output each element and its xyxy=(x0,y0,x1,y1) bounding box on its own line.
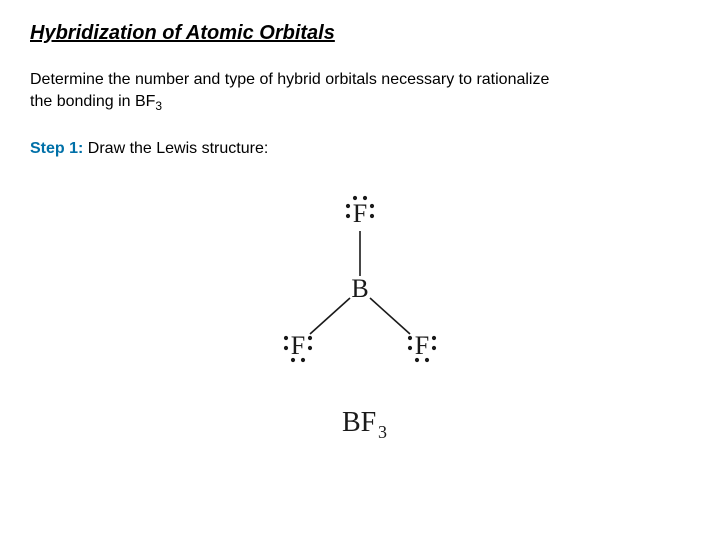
formula-main: BF xyxy=(342,407,376,438)
slide-title: Hybridization of Atomic Orbitals xyxy=(30,22,690,45)
atom-fluorine-top: F xyxy=(353,199,367,228)
lewis-structure: B F F F BF 3 xyxy=(250,176,470,456)
prompt-line2-prefix: the bonding in BF xyxy=(30,93,155,110)
lewis-diagram-container: B F F F BF 3 xyxy=(30,176,690,456)
electron-dot xyxy=(284,346,288,350)
electron-dot xyxy=(432,346,436,350)
bond-line xyxy=(370,298,410,334)
step-label: Step 1: xyxy=(30,140,83,157)
electron-dot xyxy=(346,204,350,208)
step-text: Draw the Lewis structure: xyxy=(83,140,268,157)
electron-dot xyxy=(284,336,288,340)
electron-dot xyxy=(370,204,374,208)
electron-dot xyxy=(308,336,312,340)
slide: Hybridization of Atomic Orbitals Determi… xyxy=(0,0,720,478)
electron-dot xyxy=(408,346,412,350)
formula-subscript: 3 xyxy=(378,422,387,442)
prompt-line1: Determine the number and type of hybrid … xyxy=(30,71,549,88)
bond-line xyxy=(310,298,350,334)
prompt-subscript: 3 xyxy=(155,99,162,113)
electron-dot xyxy=(370,214,374,218)
prompt-text: Determine the number and type of hybrid … xyxy=(30,69,650,114)
electron-dot xyxy=(346,214,350,218)
step-line: Step 1: Draw the Lewis structure: xyxy=(30,140,690,158)
atom-boron: B xyxy=(351,274,368,303)
atom-fluorine-right: F xyxy=(415,331,429,360)
electron-dot xyxy=(308,346,312,350)
electron-dot xyxy=(432,336,436,340)
atom-fluorine-left: F xyxy=(291,331,305,360)
electron-dot xyxy=(408,336,412,340)
